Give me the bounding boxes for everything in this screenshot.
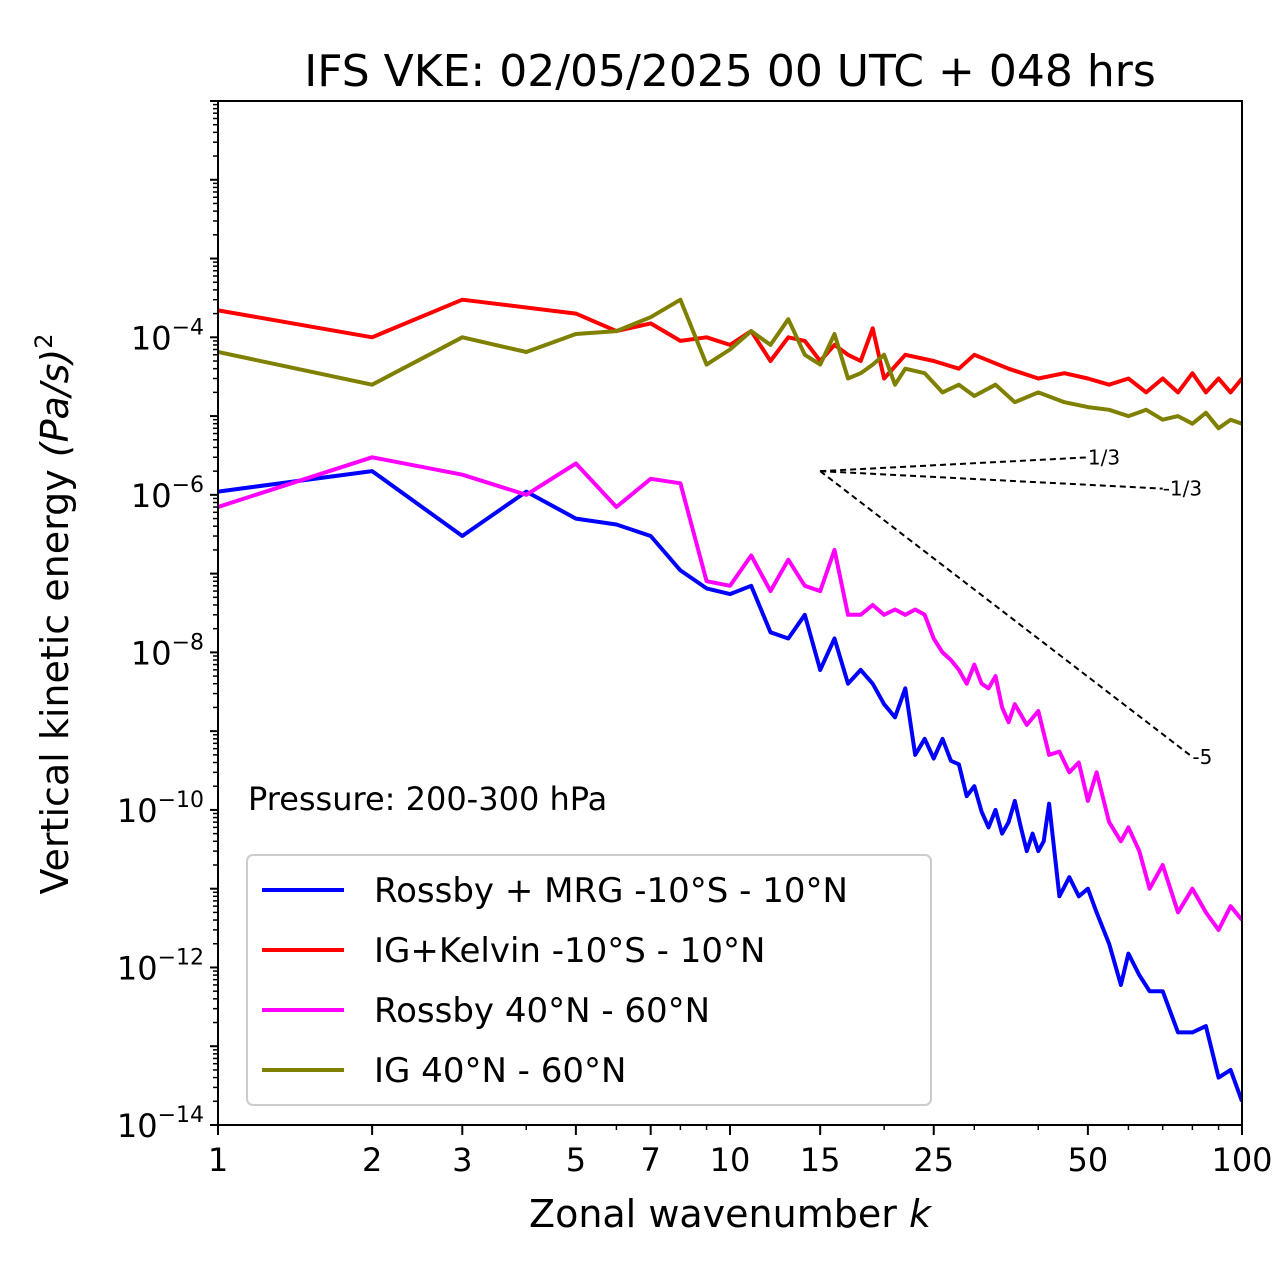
y-axis-label-text: Vertical kinetic energy bbox=[33, 457, 77, 894]
y-tick-label: 10−12 bbox=[117, 945, 204, 987]
x-axis-label-var: k bbox=[909, 1192, 933, 1236]
x-tick-label: 1 bbox=[208, 1141, 228, 1179]
y-tick-label: 10−4 bbox=[131, 315, 204, 357]
x-tick-label: 10 bbox=[710, 1141, 751, 1179]
legend-label-4: IG 40°N - 60°N bbox=[374, 1051, 626, 1091]
y-axis-label: Vertical kinetic energy (Pa/s)2 bbox=[30, 334, 77, 895]
series-line-1 bbox=[218, 469, 1242, 1102]
x-tick-label: 2 bbox=[362, 1141, 382, 1179]
series-line-4 bbox=[218, 297, 1242, 431]
slope-label-2: -1/3 bbox=[1163, 477, 1202, 501]
x-tick-label: 50 bbox=[1068, 1141, 1109, 1179]
legend-label-3: Rossby 40°N - 60°N bbox=[374, 991, 710, 1031]
x-axis: 1 2 3 5 7 10 15 25 50 100 bbox=[208, 1125, 1273, 1179]
y-tick-label: 10−14 bbox=[117, 1103, 204, 1145]
legend-box bbox=[246, 854, 932, 1106]
chart-title: IFS VKE: 02/05/2025 00 UTC + 048 hrs bbox=[304, 46, 1156, 97]
legend-label-1: Rossby + MRG -10°S - 10°N bbox=[374, 871, 848, 911]
y-tick-label: 10−6 bbox=[131, 473, 204, 515]
slope-line-1 bbox=[820, 456, 1088, 473]
x-tick-label: 25 bbox=[913, 1141, 954, 1179]
series-line-3 bbox=[218, 455, 1242, 932]
y-axis-label-unit: (Pa/s) bbox=[33, 349, 77, 457]
series-line-2 bbox=[218, 297, 1242, 395]
slope-label-1: 1/3 bbox=[1088, 445, 1120, 469]
y-axis: 10−4 10−6 10−8 10−10 10−12 10−14 bbox=[117, 100, 218, 1145]
x-axis-label: Zonal wavenumber k bbox=[529, 1192, 933, 1236]
y-tick-label: 10−10 bbox=[117, 788, 204, 830]
slope-line-3 bbox=[819, 470, 1193, 758]
reference-slopes: 1/3 -1/3 -5 bbox=[819, 445, 1212, 769]
x-tick-label: 7 bbox=[641, 1141, 661, 1179]
slope-line-2 bbox=[820, 470, 1163, 490]
y-tick-label: 10−8 bbox=[131, 630, 204, 672]
x-axis-label-text: Zonal wavenumber bbox=[529, 1192, 909, 1236]
x-tick-label: 100 bbox=[1211, 1141, 1272, 1179]
x-tick-label: 5 bbox=[566, 1141, 586, 1179]
x-tick-label: 15 bbox=[800, 1141, 841, 1179]
y-axis-label-exp: 2 bbox=[30, 334, 58, 349]
slope-label-3: -5 bbox=[1192, 745, 1212, 769]
series-layer bbox=[218, 297, 1242, 1102]
legend: Rossby + MRG -10°S - 10°N IG+Kelvin -10°S… bbox=[246, 854, 932, 1106]
legend-label-2: IG+Kelvin -10°S - 10°N bbox=[374, 931, 765, 971]
x-tick-label: 3 bbox=[452, 1141, 472, 1179]
pressure-annotation: Pressure: 200-300 hPa bbox=[248, 780, 607, 818]
